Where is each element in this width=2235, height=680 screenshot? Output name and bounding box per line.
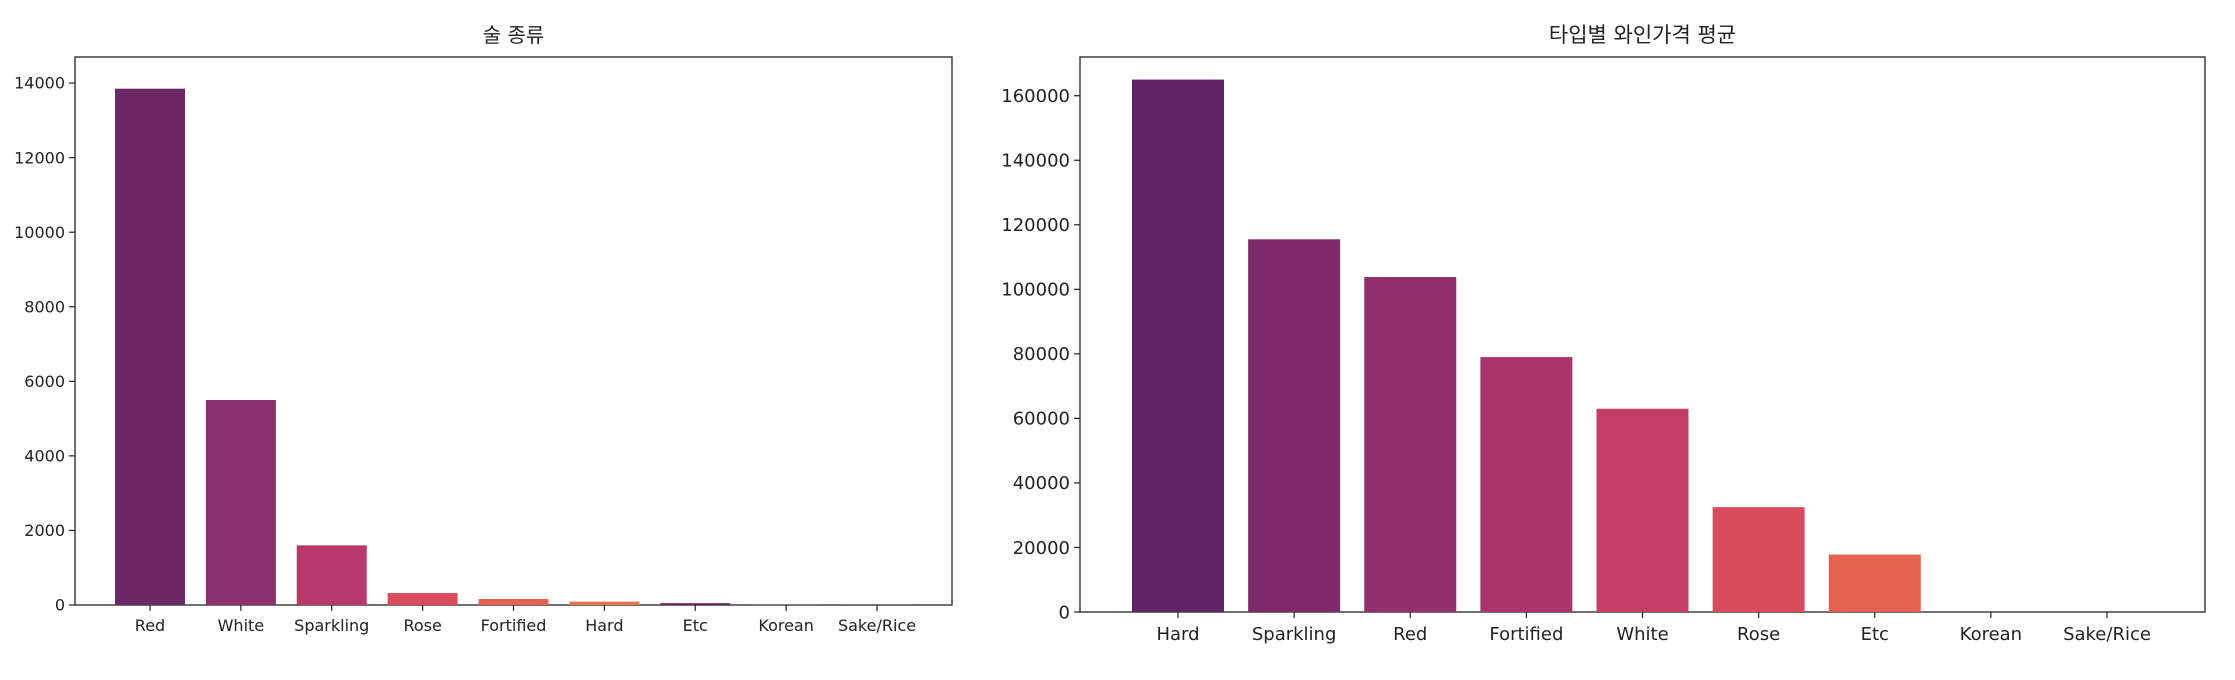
x-axis: Red White Sparkling Rose Fortified Hard Etc Kor… <box>135 605 916 635</box>
x-tick-label: Korean <box>1960 624 2022 645</box>
y-tick-label: 6000 <box>24 372 65 391</box>
y-tick-label: 40000 <box>1013 473 1070 494</box>
bar-rose <box>1712 507 1805 612</box>
x-tick-label: Hard <box>585 616 623 635</box>
y-tick-label: 100000 <box>1001 280 1070 301</box>
x-tick-label: Sake/Rice <box>2063 624 2151 645</box>
y-axis: 0 2000 4000 6000 8000 10000 12000 14000 <box>14 74 75 615</box>
y-tick-label: 140000 <box>1001 151 1070 172</box>
chart-liquor-type-count: 술 종류 0 2000 4000 6000 8000 10000 12000 14000 Re… <box>14 23 953 635</box>
x-tick-label: Hard <box>1156 624 1199 645</box>
x-tick-label: Fortified <box>481 616 547 635</box>
y-tick-label: 160000 <box>1001 86 1070 107</box>
chart-title: 타입별 와인가격 평균 <box>1549 23 1736 47</box>
bar-red <box>115 88 185 605</box>
y-tick-label: 2000 <box>24 521 65 540</box>
x-tick-label: Red <box>135 616 165 635</box>
y-tick-label: 8000 <box>24 297 65 316</box>
y-tick-label: 60000 <box>1013 409 1070 430</box>
x-tick-label: Fortified <box>1489 624 1563 645</box>
y-tick-label: 120000 <box>1001 215 1070 236</box>
bar-white <box>1596 408 1689 612</box>
bar-sparkling <box>1248 239 1341 613</box>
x-tick-label: Korean <box>758 616 814 635</box>
y-tick-label: 0 <box>55 596 65 615</box>
bar-fortified <box>478 599 549 605</box>
chart-title: 술 종류 <box>483 23 545 47</box>
chart-avg-price-by-type: 타입별 와인가격 평균 0 20000 40000 60000 80000 100000 1… <box>1001 23 2206 645</box>
x-tick-label: White <box>1616 624 1668 645</box>
y-tick-label: 20000 <box>1013 538 1070 559</box>
y-tick-label: 14000 <box>14 74 65 93</box>
bar-hard <box>1132 79 1224 612</box>
y-tick-label: 12000 <box>14 148 65 167</box>
x-tick-label: Etc <box>1861 624 1889 645</box>
y-tick-label: 4000 <box>24 446 65 465</box>
bar-rose <box>387 593 458 605</box>
bar-sparkling <box>296 545 367 605</box>
x-tick-label: Red <box>1393 624 1427 645</box>
x-axis: Hard Sparkling Red Fortified White Rose Etc Kor… <box>1156 612 2151 645</box>
bar-red <box>1364 277 1457 612</box>
y-axis: 0 20000 40000 60000 80000 100000 120000 140000 1… <box>1001 86 1080 623</box>
y-tick-label: 10000 <box>14 223 65 242</box>
x-tick-label: White <box>218 616 265 635</box>
bar-etc <box>1828 554 1921 612</box>
bar-group <box>115 88 912 605</box>
x-tick-label: Etc <box>683 616 708 635</box>
bar-hard <box>569 601 640 605</box>
bar-fortified <box>1480 357 1573 612</box>
bar-etc <box>660 603 731 605</box>
x-tick-label: Sparkling <box>294 616 369 635</box>
x-tick-label: Sake/Rice <box>838 616 916 635</box>
y-tick-label: 0 <box>1059 602 1070 623</box>
x-tick-label: Sparkling <box>1252 624 1337 645</box>
x-tick-label: Rose <box>1737 624 1780 645</box>
bar-group <box>1132 79 1921 613</box>
x-tick-label: Rose <box>403 616 441 635</box>
bar-white <box>205 399 276 605</box>
y-tick-label: 80000 <box>1013 344 1070 365</box>
